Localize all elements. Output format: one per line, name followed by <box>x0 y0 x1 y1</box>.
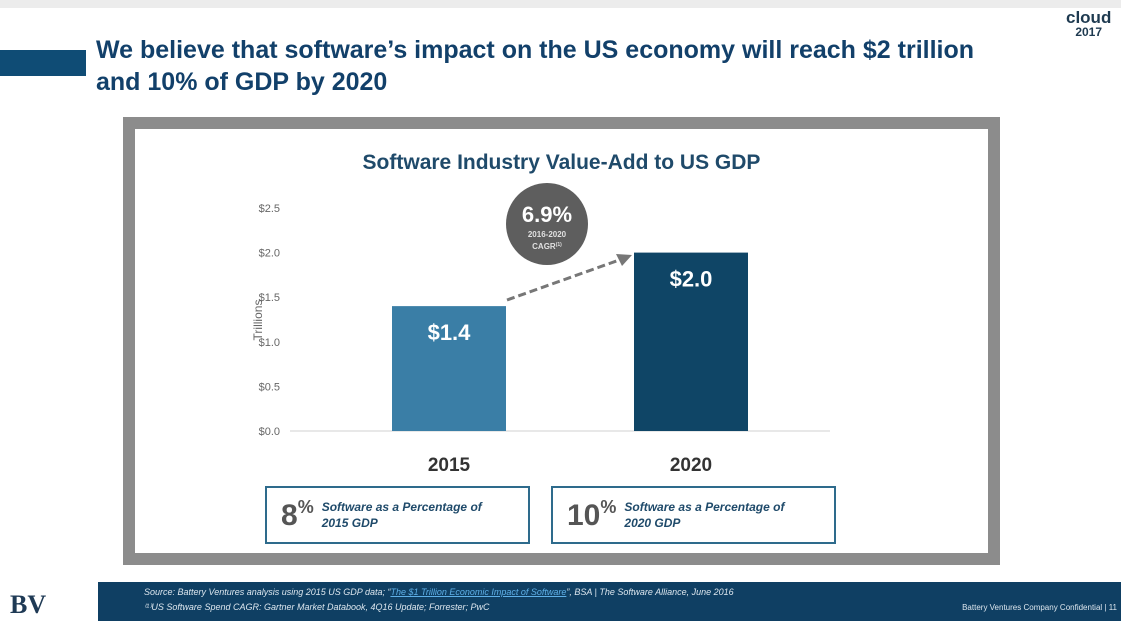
title-accent-bar <box>0 50 86 76</box>
bar-2020 <box>634 252 748 431</box>
cloud-logo: cloud 2017 <box>1066 8 1112 39</box>
data-label: $1.4 <box>428 320 472 345</box>
callout-2015: 8% Software as a Percentage of 2015 GDP <box>265 486 530 544</box>
chart-frame: Software Industry Value-Add to US GDP $0… <box>123 117 1000 565</box>
confidential-label: Battery Ventures Company Confidential | … <box>962 603 1117 612</box>
chart-panel: Software Industry Value-Add to US GDP $0… <box>135 129 988 553</box>
x-tick-label: 2020 <box>670 455 712 476</box>
bar-chart: $0.0 $0.5 $1.0 $1.5 $2.0 $2.5 Trillions $1.4 201… <box>251 183 830 476</box>
source-note: Source: Battery Ventures analysis using … <box>144 587 734 597</box>
source-link[interactable]: The $1 Trillion Economic Impact of Softw… <box>390 587 567 597</box>
data-label: $2.0 <box>670 267 713 292</box>
cagr-value: 6.9% <box>522 202 572 227</box>
callout-percent: 10% <box>567 497 617 532</box>
cagr-footnote: (1) <box>556 242 562 248</box>
bar-2015 <box>392 306 506 431</box>
y-tick-label: $2.5 <box>259 203 280 215</box>
callout-text: Software as a Percentage of 2015 GDP <box>321 500 482 530</box>
footnote: ⁽¹⁾US Software Spend CAGR: Gartner Marke… <box>144 602 490 612</box>
y-tick-label: $0.0 <box>259 426 280 438</box>
x-tick-label: 2015 <box>428 455 471 476</box>
callout-percent: 8% <box>281 497 314 532</box>
bv-logo: BV <box>10 590 47 619</box>
callout-2020: 10% Software as a Percentage of 2020 GDP <box>551 486 836 544</box>
cagr-badge <box>506 183 588 265</box>
y-tick-label: $1.5 <box>259 292 280 304</box>
callout-text: Software as a Percentage of 2020 GDP <box>624 500 785 530</box>
chart-title: Software Industry Value-Add to US GDP <box>362 151 761 174</box>
y-tick-label: $0.5 <box>259 381 280 393</box>
cagr-label: CAGR(1) <box>532 242 562 251</box>
top-strip <box>0 0 1121 8</box>
cagr-arrow <box>506 257 623 302</box>
slide-title: We believe that software’s impact on the… <box>96 36 975 96</box>
cagr-period: 2016-2020 <box>528 230 567 239</box>
footer: Source: Battery Ventures analysis using … <box>98 582 1121 621</box>
cagr-arrowhead <box>616 254 632 266</box>
y-tick-label: $1.0 <box>259 337 280 349</box>
y-axis-label: Trillions <box>251 300 265 341</box>
y-tick-label: $2.0 <box>259 248 280 260</box>
